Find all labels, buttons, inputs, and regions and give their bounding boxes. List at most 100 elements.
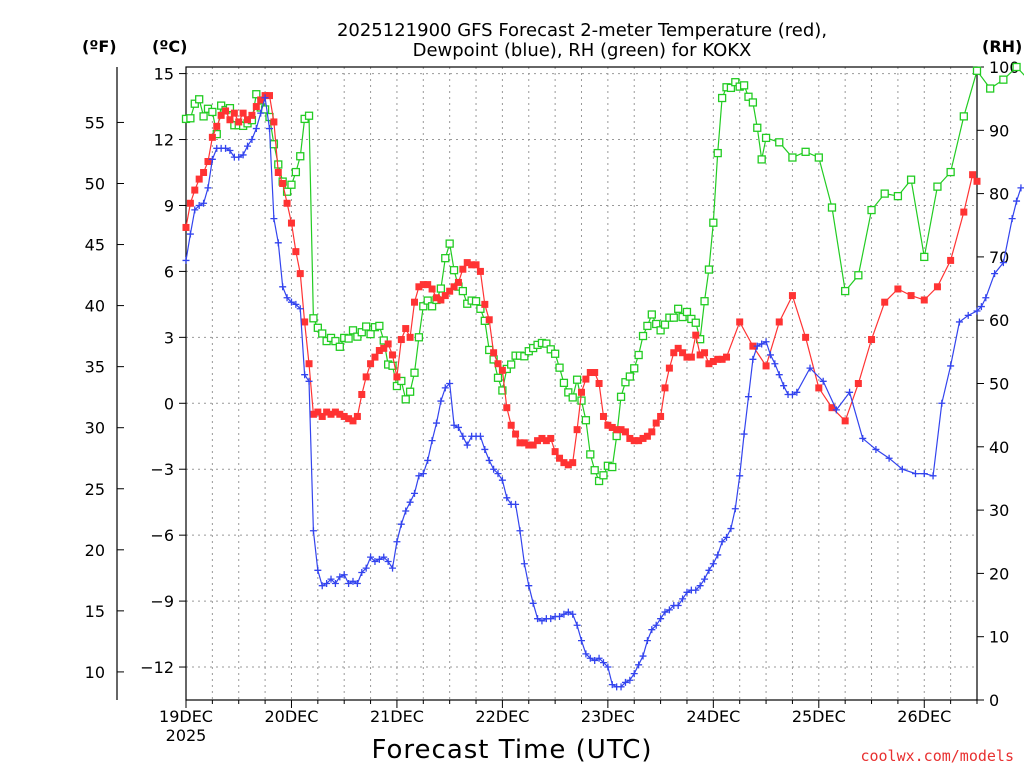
fahrenheit-unit-label: (ºF): [82, 37, 117, 56]
data-point: [323, 408, 331, 416]
data-point: [432, 294, 440, 302]
data-point: [982, 294, 990, 302]
data-point: [731, 78, 740, 87]
data-point: [463, 259, 471, 267]
data-point: [881, 298, 889, 306]
data-point: [389, 351, 397, 359]
data-point: [291, 167, 301, 177]
data-point: [449, 266, 459, 275]
data-point: [318, 582, 326, 590]
data-point: [345, 415, 353, 423]
data-point: [244, 116, 252, 124]
data-point: [718, 355, 726, 363]
data-point: [643, 432, 651, 440]
data-point: [946, 167, 955, 177]
data-point: [1012, 62, 1021, 72]
data-point: [757, 155, 766, 164]
data-point: [274, 239, 282, 247]
data-point: [841, 286, 850, 296]
data-point: [468, 261, 476, 269]
data-point: [581, 416, 591, 425]
data-point: [933, 283, 941, 291]
data-point: [186, 199, 194, 207]
data-point: [445, 239, 454, 248]
data-point: [749, 355, 757, 363]
data-point: [973, 177, 981, 185]
data-point: [586, 654, 594, 662]
data-point: [257, 109, 265, 117]
data-point: [265, 92, 273, 100]
data-point: [406, 333, 414, 341]
data-point: [406, 498, 414, 506]
data-point: [555, 363, 564, 372]
data-point: [362, 373, 370, 381]
data-point: [749, 342, 757, 350]
data-point: [652, 319, 661, 329]
data-point: [814, 153, 823, 162]
data-point: [723, 353, 731, 361]
data-point: [287, 180, 296, 189]
data-point: [701, 575, 709, 583]
data-point: [621, 678, 629, 686]
data-point: [296, 152, 305, 161]
data-point: [714, 355, 722, 363]
data-point: [336, 573, 344, 581]
fahrenheit-tick-label: 20: [85, 541, 105, 560]
data-point: [713, 148, 722, 158]
data-point: [639, 434, 647, 442]
fahrenheit-tick-label: 40: [85, 297, 105, 316]
data-point: [301, 318, 309, 326]
data-point: [674, 304, 683, 313]
data-point: [718, 538, 726, 546]
data-point: [199, 112, 208, 121]
data-point: [367, 553, 375, 561]
data-point: [538, 434, 546, 442]
data-point: [208, 133, 216, 141]
data-point: [705, 566, 713, 574]
data-point: [349, 417, 357, 425]
data-point: [674, 344, 682, 352]
data-point: [195, 95, 204, 104]
data-point: [402, 325, 410, 333]
data-point: [647, 310, 656, 319]
data-point: [599, 412, 607, 420]
data-point: [252, 103, 260, 111]
data-point: [348, 326, 358, 335]
data-point: [657, 412, 665, 420]
data-point: [652, 621, 660, 629]
data-point: [969, 171, 977, 179]
data-point: [534, 615, 542, 623]
data-point: [336, 410, 344, 418]
data-point: [397, 376, 406, 386]
data-point: [313, 323, 322, 332]
data-point: [709, 358, 717, 366]
data-point: [542, 437, 550, 445]
data-point: [586, 369, 594, 377]
data-point: [366, 329, 375, 339]
data-point: [393, 373, 401, 381]
data-point: [314, 566, 322, 574]
data-point: [494, 360, 502, 368]
data-point: [498, 476, 506, 484]
x-tick-label: 22DEC: [475, 707, 529, 726]
rh-tick-label: 90: [989, 121, 1009, 140]
data-point: [419, 281, 427, 289]
data-point: [318, 329, 327, 338]
data-point: [669, 313, 678, 322]
data-point: [283, 294, 291, 302]
series-relative-humidity: [181, 62, 1024, 486]
data-point: [195, 201, 203, 209]
data-point: [186, 230, 194, 238]
data-point: [279, 179, 287, 187]
x-tick-label: 25DEC: [792, 707, 846, 726]
data-point: [867, 205, 876, 215]
data-point: [657, 615, 665, 623]
data-point: [437, 397, 445, 405]
data-point: [239, 151, 247, 159]
data-point: [775, 138, 784, 147]
data-point: [613, 426, 621, 434]
data-point: [296, 270, 304, 278]
data-point: [546, 345, 555, 354]
data-point: [736, 472, 744, 480]
data-point: [471, 297, 481, 306]
